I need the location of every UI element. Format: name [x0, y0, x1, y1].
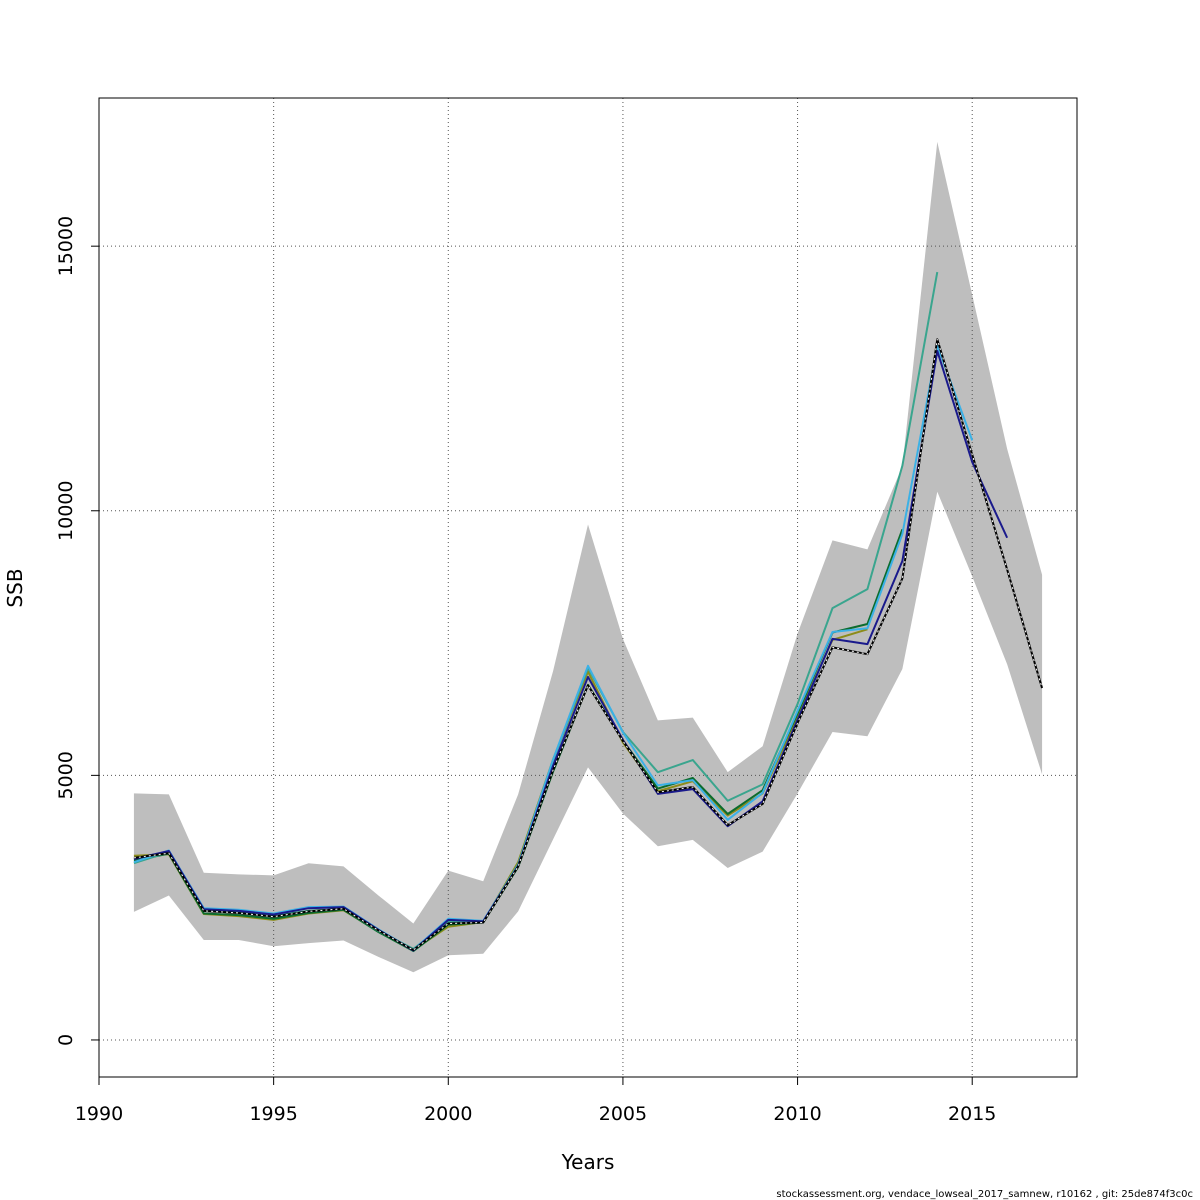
axis-layer: 1990 1995 2000 2005 2010 2015 0 5000 10000 15000 [55, 216, 996, 1125]
confidence-band-layer [133, 141, 1043, 973]
x-tick-label: 1995 [249, 1103, 297, 1125]
x-tick-label: 2010 [773, 1103, 821, 1125]
y-tick-label: 0 [55, 1034, 77, 1046]
series-line [133, 349, 1009, 952]
x-tick-label: 2015 [948, 1103, 996, 1125]
x-axis-title: Years [561, 1150, 615, 1174]
confidence-band [133, 141, 1043, 973]
y-tick-label: 10000 [55, 481, 77, 541]
x-tick-label: 2000 [424, 1103, 472, 1125]
x-tick-label: 1990 [75, 1103, 123, 1125]
y-tick-label: 5000 [55, 751, 77, 799]
series-line [133, 344, 974, 951]
footer-note: stockassessment.org, vendace_lowseal_201… [776, 1189, 1193, 1200]
x-tick-label: 2005 [599, 1103, 647, 1125]
series-layer [133, 271, 1044, 953]
y-axis-title: SSB [3, 568, 27, 607]
series-line-dotted-overlay [133, 339, 1043, 951]
grid-layer [98, 98, 1077, 1077]
y-tick-label: 15000 [55, 216, 77, 276]
